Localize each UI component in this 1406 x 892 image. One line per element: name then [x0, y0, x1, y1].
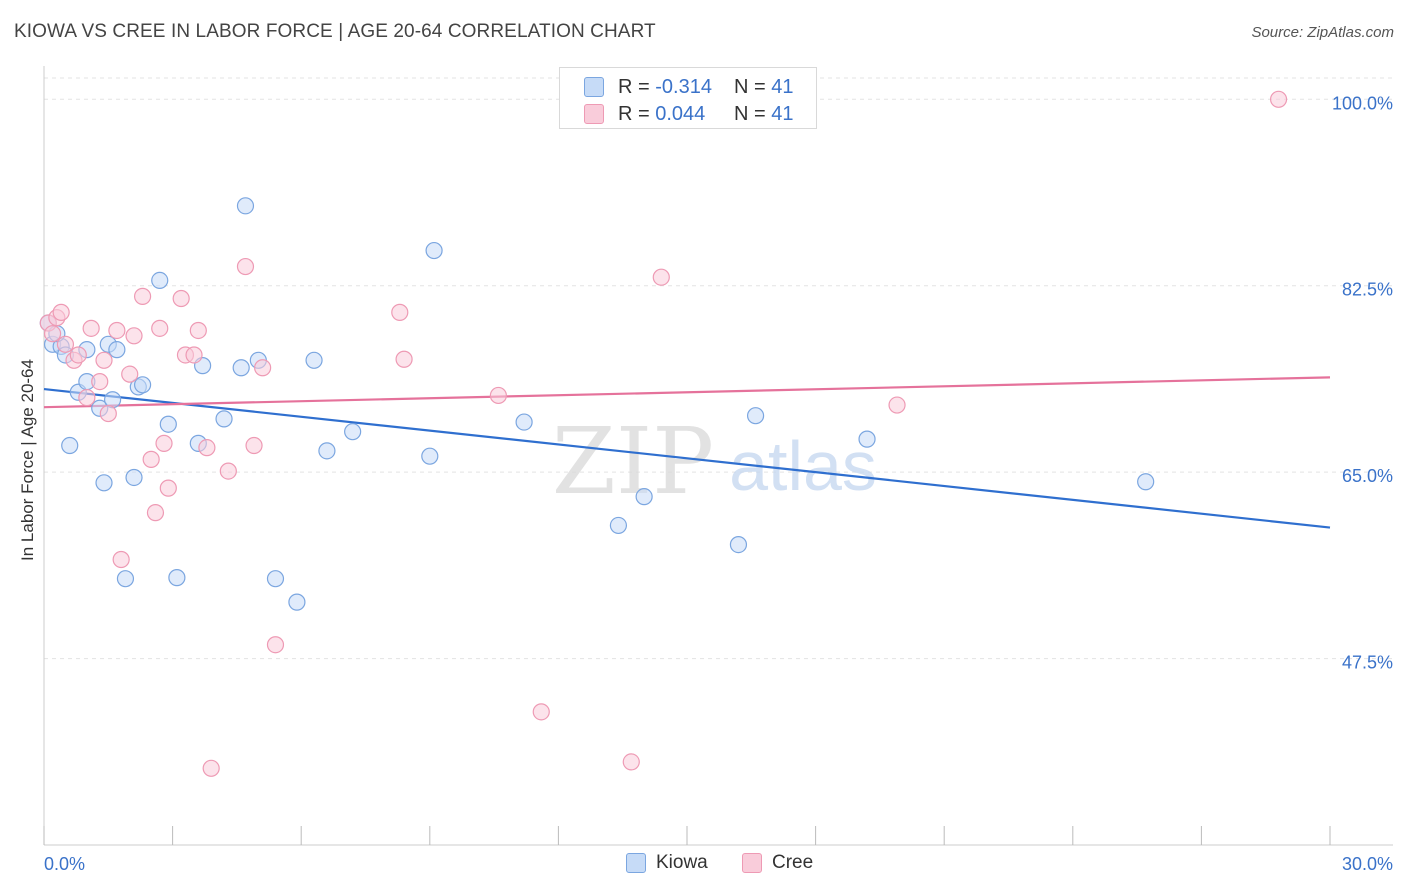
cree-n-value: 41	[771, 102, 794, 125]
cree-point	[489, 386, 507, 405]
kiowa-point	[236, 197, 255, 215]
kiowa-point	[1137, 473, 1155, 491]
cree-point	[151, 319, 169, 337]
kiowa-point	[232, 359, 250, 377]
n-label: N =	[734, 102, 766, 125]
kiowa-legend-swatch	[626, 853, 646, 873]
kiowa-n-value: 41	[771, 75, 794, 98]
y-axis-label: In Labor Force | Age 20-64	[18, 359, 37, 561]
cree-point	[236, 257, 255, 276]
cree-r-value: 0.044	[655, 102, 706, 125]
cree-point	[43, 325, 62, 343]
cree-point	[245, 436, 263, 455]
kiowa-point	[515, 413, 533, 431]
chart-title: KIOWA VS CREE IN LABOR FORCE | AGE 20-64…	[14, 21, 656, 42]
kiowa-point	[116, 570, 135, 588]
kiowa-point	[421, 447, 439, 465]
kiowa-point	[305, 351, 323, 369]
cree-trend-line	[43, 376, 1331, 409]
cree-point	[395, 350, 413, 368]
r-label: R =	[618, 75, 650, 98]
cree-point	[78, 388, 96, 407]
cree-point	[82, 319, 100, 337]
kiowa-point	[425, 241, 443, 260]
cree-point	[112, 550, 130, 569]
y-tick-label: 65.0%	[1342, 466, 1393, 486]
cree-point	[888, 396, 906, 414]
x-tick-label-min: 0.0%	[44, 854, 85, 874]
r-label: R =	[618, 102, 650, 125]
cree-swatch	[584, 104, 604, 124]
cree-point	[266, 636, 285, 654]
cree-point	[146, 504, 165, 522]
cree-point	[56, 335, 75, 353]
kiowa-trend-line	[43, 387, 1331, 529]
cree-point	[622, 753, 640, 771]
cree-point	[1269, 90, 1288, 108]
legend-item-kiowa[interactable]: Kiowa	[626, 852, 708, 874]
kiowa-point	[159, 415, 177, 433]
cree-point	[219, 462, 237, 480]
cree-point	[185, 346, 203, 364]
kiowa-point	[288, 593, 306, 611]
data-points	[39, 90, 1288, 777]
kiowa-point	[318, 442, 336, 460]
kiowa-point	[125, 468, 143, 487]
cree-point	[52, 303, 70, 321]
kiowa-point	[344, 423, 362, 441]
kiowa-point	[215, 410, 233, 428]
kiowa-point	[729, 535, 748, 554]
source-label: Source: ZipAtlas.com	[1251, 24, 1394, 41]
cree-point	[532, 703, 550, 721]
cree-point	[142, 450, 160, 468]
series-legend: Kiowa Cree	[0, 852, 1406, 876]
kiowa-point	[266, 570, 285, 588]
cree-point	[652, 268, 670, 286]
kiowa-swatch	[584, 77, 604, 97]
kiowa-point	[858, 430, 876, 448]
cree-point	[172, 289, 190, 308]
cree-point	[254, 359, 272, 377]
cree-legend-label: Cree	[772, 852, 814, 873]
kiowa-point	[133, 376, 152, 394]
tick-labels: 47.5% 65.0% 82.5% 100.0% 0.0% 30.0%	[44, 93, 1393, 874]
cree-point	[125, 327, 143, 345]
kiowa-point	[95, 474, 113, 492]
cree-point	[95, 351, 113, 369]
n-label: N =	[734, 75, 766, 98]
cree-point	[155, 434, 173, 452]
kiowa-point	[746, 407, 765, 425]
cree-point	[198, 439, 216, 457]
kiowa-legend-label: Kiowa	[656, 852, 708, 873]
cree-point	[121, 365, 139, 383]
x-tick-label-max: 30.0%	[1342, 854, 1393, 874]
cree-point	[159, 479, 177, 497]
kiowa-point	[168, 569, 186, 587]
watermark-zip: ZIP	[552, 408, 714, 515]
trend-lines	[43, 376, 1331, 529]
cree-point	[391, 303, 409, 321]
y-tick-label: 100.0%	[1332, 93, 1393, 113]
axes	[43, 66, 1393, 846]
kiowa-r-value: -0.314	[655, 75, 712, 98]
cree-point	[133, 287, 152, 305]
cree-legend-swatch	[742, 853, 762, 873]
legend-item-cree[interactable]: Cree	[742, 852, 813, 874]
cree-point	[69, 346, 87, 364]
cree-point	[91, 373, 109, 391]
kiowa-point	[635, 488, 653, 506]
y-tick-label: 47.5%	[1342, 653, 1393, 673]
correlation-legend: R = -0.314 N = 41 R = 0.044 N = 41	[559, 67, 817, 129]
y-tick-label: 82.5%	[1342, 280, 1393, 300]
kiowa-point	[609, 516, 628, 535]
cree-point	[108, 321, 126, 340]
kiowa-point	[151, 271, 169, 290]
cree-point	[202, 759, 220, 777]
kiowa-point	[108, 341, 126, 359]
kiowa-point	[61, 436, 79, 455]
cree-point	[189, 321, 207, 340]
cree-point	[99, 404, 117, 423]
